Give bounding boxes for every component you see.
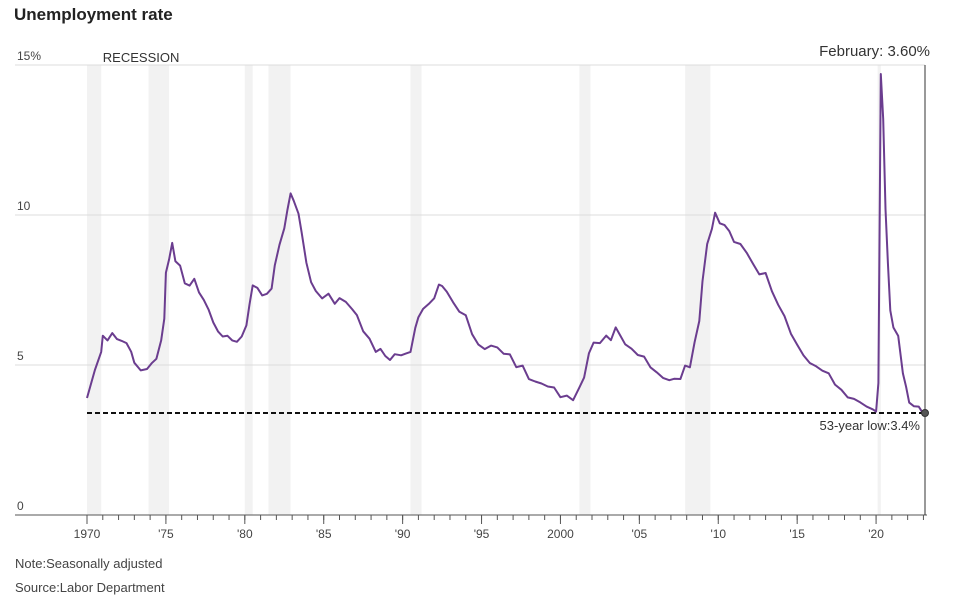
recession-band: [268, 65, 290, 515]
latest-value-point: [922, 410, 929, 417]
recession-bands: [87, 65, 881, 515]
recession-band: [579, 65, 590, 515]
recession-band: [87, 65, 101, 515]
x-tick-label: '90: [395, 527, 411, 541]
x-tick-label: '15: [789, 527, 805, 541]
recession-band: [685, 65, 710, 515]
y-tick-labels: 0 5 10 15%: [17, 49, 41, 513]
x-tick-label: 2000: [547, 527, 574, 541]
x-tick-label: '95: [474, 527, 490, 541]
y-tick-label: 0: [17, 499, 24, 513]
y-tick-label: 5: [17, 349, 24, 363]
recession-label: RECESSION: [103, 50, 180, 65]
unemployment-rate-series-line: [87, 74, 925, 413]
x-tick-label: '80: [237, 527, 253, 541]
recession-band: [411, 65, 422, 515]
latest-value-label: February: 3.60%: [819, 43, 930, 60]
x-tick-label: '10: [710, 527, 726, 541]
x-tick-label: '05: [632, 527, 648, 541]
y-tick-label: 15%: [17, 49, 41, 63]
x-tick-label: '85: [316, 527, 332, 541]
y-tick-label: 10: [17, 199, 31, 213]
x-tick-label: '20: [868, 527, 884, 541]
chart-note: Note:Seasonally adjusted: [15, 556, 162, 571]
unemployment-line-chart: 0 5 10 15% 1970 '75 '80 '85 '90 '95 2000 '05 '10 '15…: [0, 0, 959, 550]
x-tick-label: '75: [158, 527, 174, 541]
x-tick-label: 1970: [74, 527, 101, 541]
chart-source: Source:Labor Department: [15, 580, 165, 595]
low-reference-label: 53-year low:3.4%: [820, 418, 921, 433]
x-axis-ticks: 1970 '75 '80 '85 '90 '95 2000 '05 '10 '15 '20: [74, 515, 924, 541]
